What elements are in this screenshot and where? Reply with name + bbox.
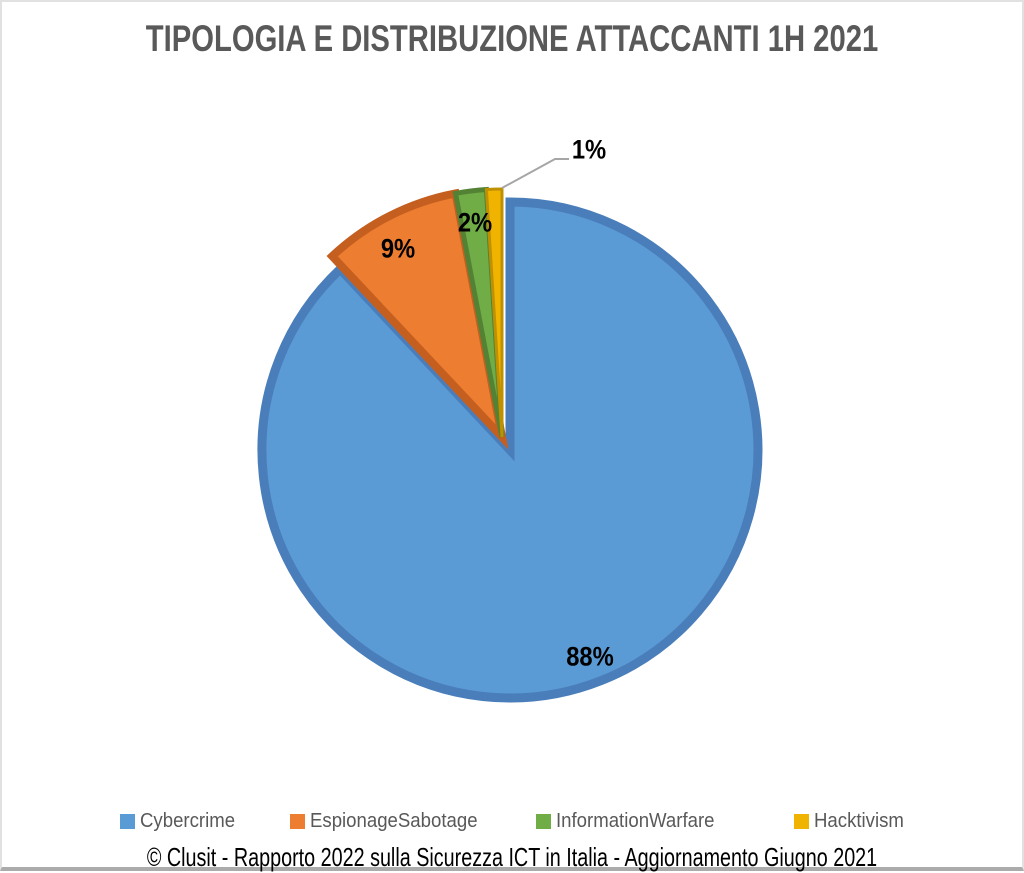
pie-slice-cybercrime <box>257 197 763 703</box>
legend-label-cybercrime: Cybercrime <box>140 809 236 832</box>
legend-swatch-hacktivism <box>794 813 809 829</box>
legend-swatch-cybercrime <box>120 813 135 829</box>
leader-line-hacktivism <box>501 158 569 189</box>
legend-item-hacktivism: Hacktivism <box>794 808 911 834</box>
data-label-infowarfare: 2% <box>457 207 493 238</box>
chart-legend: Cybercrime EspionageSabotage InformationWa… <box>2 808 1022 834</box>
data-label-espionage: 9% <box>380 233 416 264</box>
legend-label-hacktivism: Hacktivism <box>814 809 904 832</box>
legend-label-informationwarfare: InformationWarfare <box>556 809 715 832</box>
legend-item-cybercrime: Cybercrime <box>120 808 242 834</box>
data-label-cybercrime: 88% <box>566 641 614 672</box>
pie-slice-espionagesabotage <box>326 188 509 450</box>
legend-swatch-informationwarfare <box>536 813 551 829</box>
chart-footer: © Clusit - Rapporto 2022 sulla Sicurezza… <box>146 842 878 872</box>
legend-label-espionagesabotage: EspionageSabotage <box>310 809 478 832</box>
legend-item-espionagesabotage: EspionageSabotage <box>290 808 490 834</box>
chart-title: TIPOLOGIA E DISTRIBUZIONE ATTACCANTI 1H … <box>145 18 879 59</box>
pie-slices-group <box>257 186 763 703</box>
data-label-hacktivism: 1% <box>571 134 607 165</box>
legend-swatch-espionagesabotage <box>290 813 305 829</box>
pie-slice-hacktivism <box>484 187 504 438</box>
legend-item-informationwarfare: InformationWarfare <box>536 808 726 834</box>
